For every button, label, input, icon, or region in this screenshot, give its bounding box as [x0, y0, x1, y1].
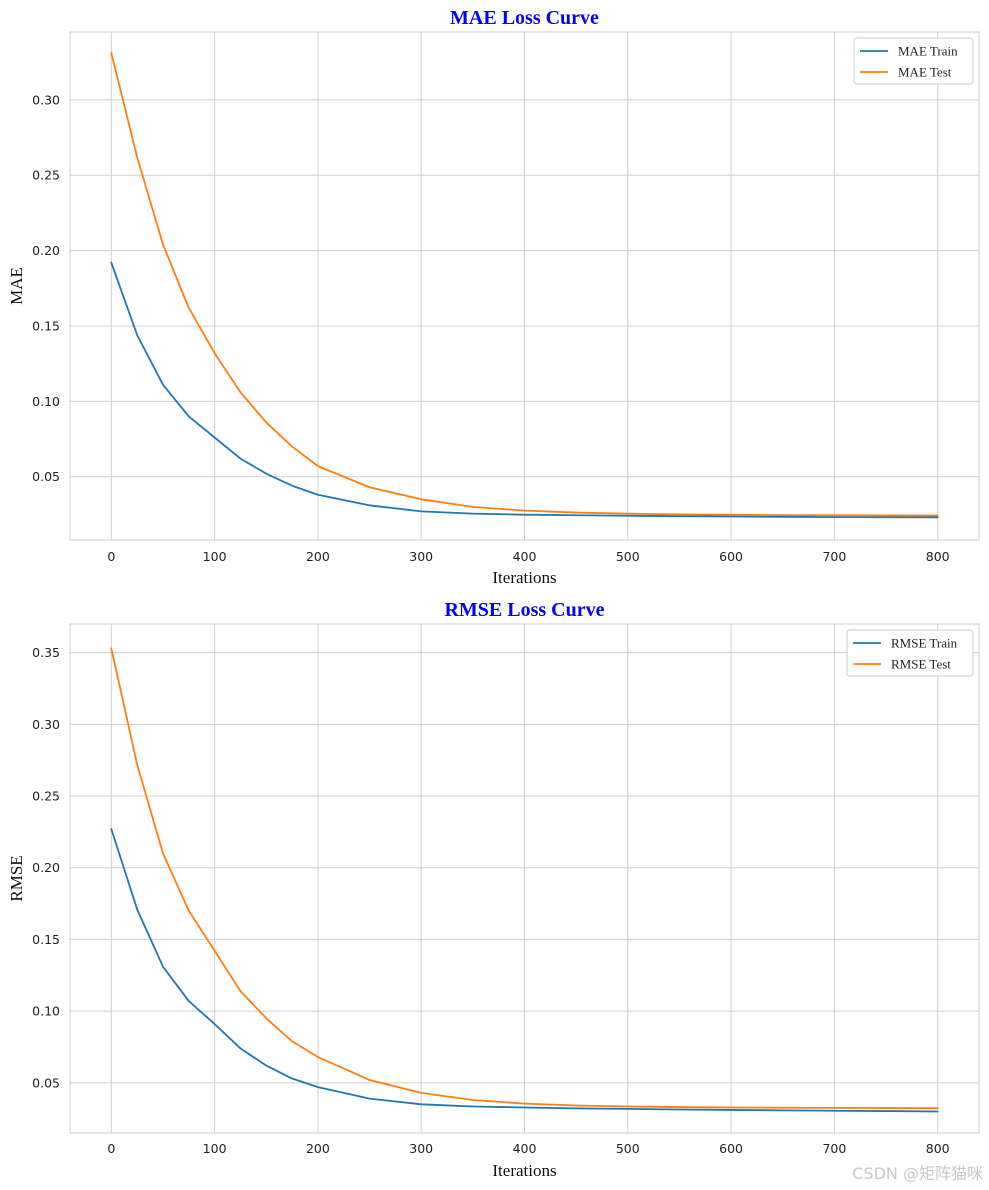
x-tick-label: 300 [409, 1141, 433, 1156]
x-tick-label: 500 [616, 549, 640, 564]
x-tick-label: 0 [107, 549, 115, 564]
x-tick-label: 400 [513, 1141, 537, 1156]
legend-entry: MAE Test [898, 65, 952, 80]
y-tick-label: 0.25 [32, 789, 60, 804]
y-tick-label: 0.10 [32, 1004, 60, 1019]
chart-title: MAE Loss Curve [450, 7, 599, 29]
legend-entry: RMSE Test [891, 657, 951, 672]
x-tick-label: 300 [409, 549, 433, 564]
legend-entry: RMSE Train [891, 636, 958, 651]
x-tick-label: 200 [306, 1141, 330, 1156]
legend: MAE Train MAE Test [853, 37, 974, 85]
chart-title: RMSE Loss Curve [444, 599, 604, 621]
y-tick-label: 0.15 [32, 318, 60, 333]
series-line-rmse-train [110, 828, 939, 1113]
watermark: CSDN @矩阵猫咪 [852, 1164, 983, 1183]
y-tick-label: 0.05 [32, 469, 60, 484]
x-tick-label: 800 [926, 549, 950, 564]
series-line-rmse-test [110, 647, 939, 1110]
plot-frame [69, 623, 980, 1134]
y-tick-label: 0.20 [32, 860, 60, 875]
chart-1: 0 100 200 300 400 500 600 700 800 0.05 0.10 0.15 0.2… [7, 599, 980, 1180]
x-tick-label: 700 [822, 1141, 846, 1156]
x-tick-label: 600 [719, 549, 743, 564]
x-tick-label: 600 [719, 1141, 743, 1156]
x-axis-label: Iterations [492, 568, 556, 587]
y-tick-label: 0.20 [32, 243, 60, 258]
y-tick-label: 0.25 [32, 168, 60, 183]
x-tick-label: 800 [926, 1141, 950, 1156]
y-tick-label: 0.10 [32, 394, 60, 409]
y-tick-label: 0.35 [32, 645, 60, 660]
x-tick-label: 100 [203, 1141, 227, 1156]
x-tick-label: 400 [513, 549, 537, 564]
x-tick-label: 700 [822, 549, 846, 564]
series-line-mae-train [110, 261, 939, 519]
legend: RMSE Train RMSE Test [846, 629, 974, 677]
y-tick-label: 0.15 [32, 932, 60, 947]
plot-frame [69, 31, 980, 541]
legend-entry: MAE Train [898, 44, 958, 59]
y-axis-label: MAE [7, 267, 26, 305]
x-tick-label: 500 [616, 1141, 640, 1156]
x-tick-label: 100 [203, 549, 227, 564]
x-tick-label: 200 [306, 549, 330, 564]
x-axis-label: Iterations [492, 1161, 556, 1180]
x-tick-label: 0 [107, 1141, 115, 1156]
y-tick-label: 0.30 [32, 92, 60, 107]
series-line-mae-test [110, 52, 939, 517]
y-axis-label: RMSE [7, 855, 26, 901]
y-tick-label: 0.30 [32, 717, 60, 732]
chart-0: 0 100 200 300 400 500 600 700 800 0.05 0.10 0.15 0.2… [7, 7, 980, 587]
y-tick-label: 0.05 [32, 1075, 60, 1090]
